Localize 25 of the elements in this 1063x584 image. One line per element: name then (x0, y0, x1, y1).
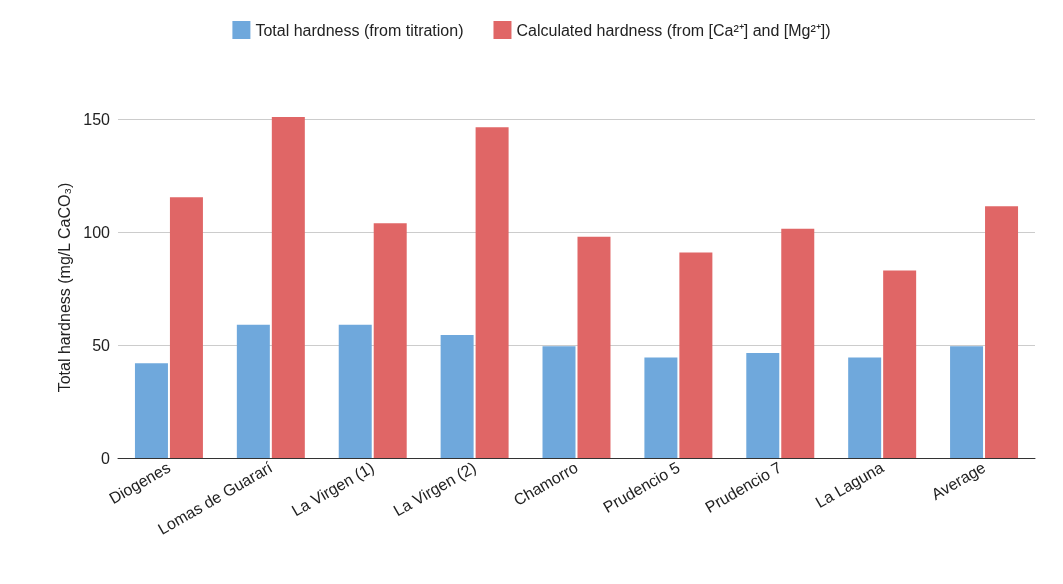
bar (169, 197, 203, 458)
bar (338, 324, 372, 458)
bar (475, 127, 509, 458)
bar (679, 252, 713, 458)
y-axis-title: Total hardness (mg/L CaCO₃) (55, 182, 73, 393)
bar (848, 357, 882, 458)
bar (781, 228, 815, 458)
bar (644, 357, 678, 458)
bar (883, 270, 917, 458)
bar (440, 334, 474, 458)
bar (236, 324, 270, 458)
legend-label: Total hardness (from titration) (255, 21, 464, 39)
bar (271, 117, 305, 458)
bar (746, 352, 780, 458)
bar (542, 346, 576, 458)
bar (985, 206, 1019, 458)
y-tick-label: 0 (101, 449, 111, 467)
bar (373, 223, 407, 458)
legend-label: Calculated hardness (from [Ca²⁺] and [Mg²⁺]) (516, 21, 831, 39)
bar (134, 363, 168, 458)
y-tick-label: 50 (92, 336, 111, 354)
y-tick-label: 150 (83, 110, 111, 128)
y-tick-label: 100 (83, 223, 111, 241)
bar (577, 236, 611, 458)
bar (950, 346, 984, 458)
